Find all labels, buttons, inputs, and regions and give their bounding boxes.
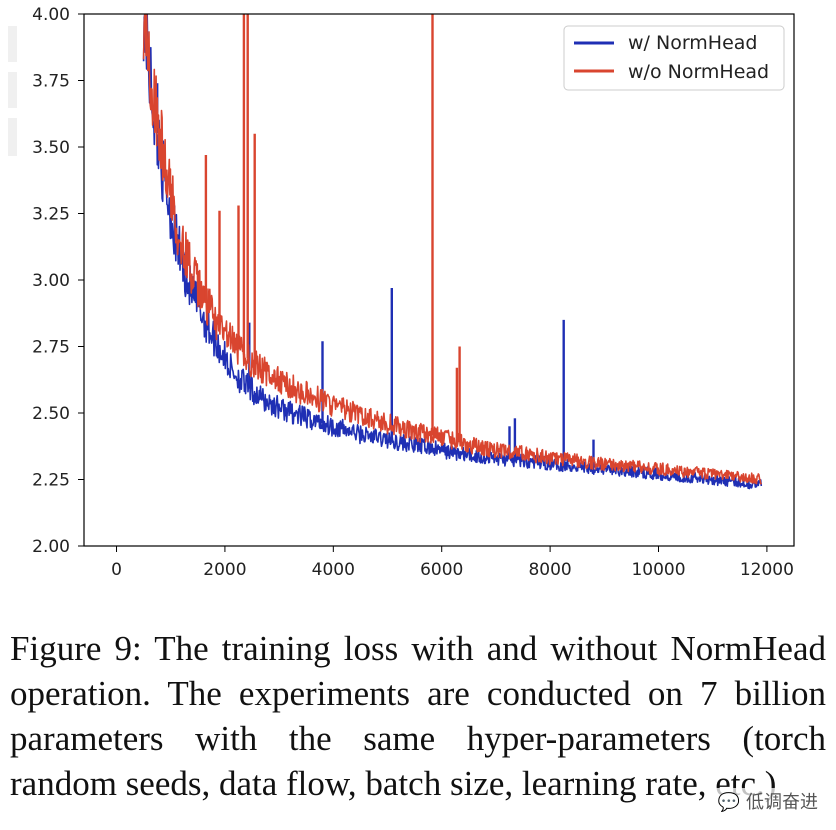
x-tick-label: 8000 xyxy=(528,560,571,580)
x-tick-label: 4000 xyxy=(312,560,355,580)
scroll-edge xyxy=(8,72,17,108)
legend-label-w-normhead: w/ NormHead xyxy=(628,32,757,54)
scroll-edge xyxy=(8,118,17,156)
watermark: 💬 低调奋进 xyxy=(713,788,822,814)
x-tick-label: 2000 xyxy=(203,560,246,580)
x-tick-label: 10000 xyxy=(631,560,685,580)
series-layer xyxy=(142,14,763,490)
x-tick-label: 12000 xyxy=(740,560,794,580)
y-tick-label: 4.00 xyxy=(32,5,70,25)
legend: w/ NormHead w/o NormHead xyxy=(563,25,785,91)
x-tick-label: 0 xyxy=(111,560,122,580)
legend-box xyxy=(563,25,785,91)
y-tick-label: 2.25 xyxy=(32,471,70,491)
y-tick-label: 3.75 xyxy=(32,72,70,92)
y-tick-label: 2.00 xyxy=(32,537,70,557)
series-wo-normhead xyxy=(142,14,762,485)
y-tick-label: 3.25 xyxy=(32,205,70,225)
ticks-layer: 0 2000 4000 6000 8000 10000 12000 2.00 2.25 2.50 2… xyxy=(32,5,794,580)
figure-caption: Figure 9: The training loss with and wit… xyxy=(10,629,826,803)
x-tick-label: 6000 xyxy=(420,560,463,580)
y-tick-label: 2.50 xyxy=(32,404,70,424)
y-tick-label: 2.75 xyxy=(32,338,70,358)
y-tick-label: 3.00 xyxy=(32,271,70,291)
y-tick-label: 3.50 xyxy=(32,138,70,158)
series-line xyxy=(142,14,762,485)
legend-label-wo-normhead: w/o NormHead xyxy=(628,61,769,83)
scroll-edge xyxy=(8,26,17,62)
loss-chart: 0 2000 4000 6000 8000 10000 12000 2.00 2.25 2.50 2… xyxy=(32,5,795,580)
